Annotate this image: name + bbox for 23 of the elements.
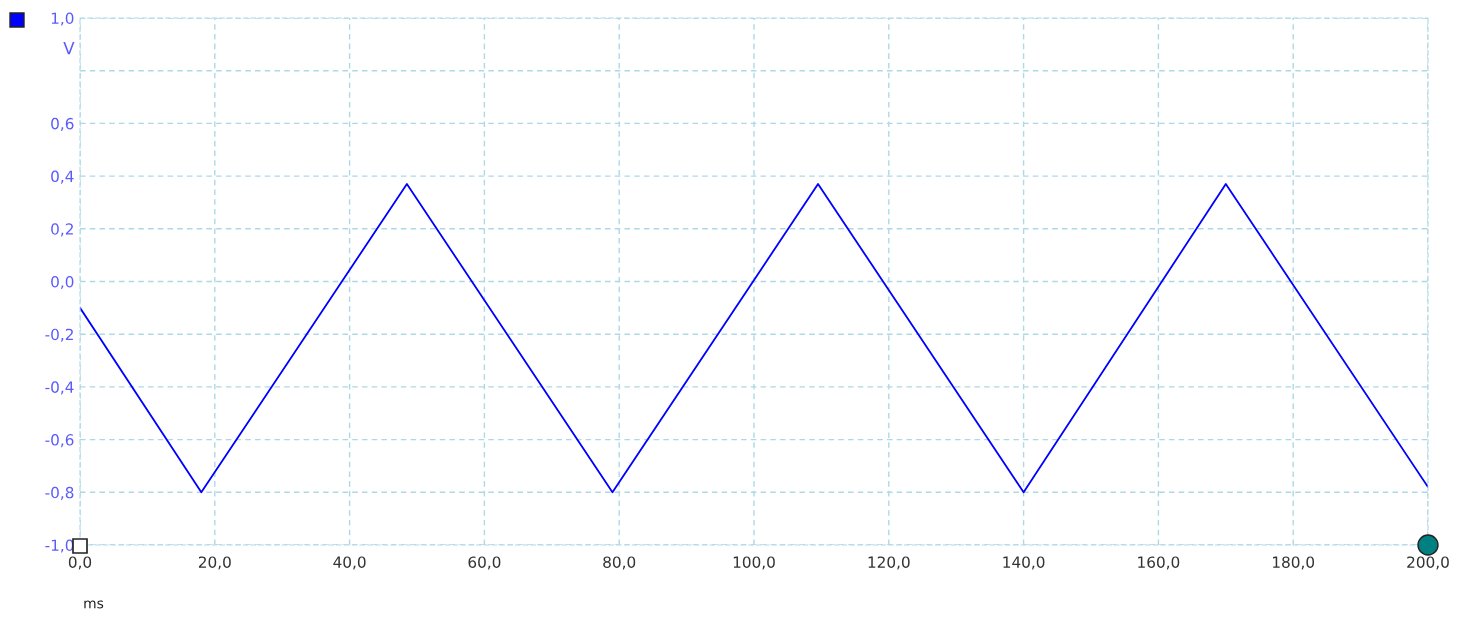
y-tick-label: -0,4: [45, 381, 74, 395]
x-tick-label: 160,0: [1138, 556, 1180, 570]
y-tick-label: -0,2: [45, 328, 73, 342]
x-tick-label: 40,0: [333, 556, 366, 570]
x-tick-label: 100,0: [733, 556, 775, 570]
x-tick-label: 180,0: [1273, 556, 1315, 570]
x-tick-label: 200,0: [1407, 556, 1449, 570]
y-tick-label: 0,2: [51, 223, 73, 237]
line-series: [80, 183, 1428, 494]
y-tick-label: 1,0: [51, 12, 74, 26]
x-tick-label: 20,0: [198, 556, 231, 570]
x-tick-label: 0,0: [68, 556, 92, 570]
x-tick-label: 140,0: [1003, 556, 1045, 570]
x-axis-title: ms: [84, 600, 104, 609]
y-tick-label: -0,8: [45, 486, 74, 500]
y-tick-label: 0,0: [51, 275, 74, 290]
x-tick-label: 120,0: [868, 556, 910, 570]
y-tick-label: -0,6: [45, 434, 74, 448]
y-tick-label: 0,6: [51, 117, 74, 131]
y-tick-label: 0,4: [51, 170, 74, 184]
x-tick-label: 60,0: [468, 556, 501, 570]
x-tick-label: 80,0: [603, 556, 636, 570]
y-axis-title: V: [63, 42, 75, 55]
